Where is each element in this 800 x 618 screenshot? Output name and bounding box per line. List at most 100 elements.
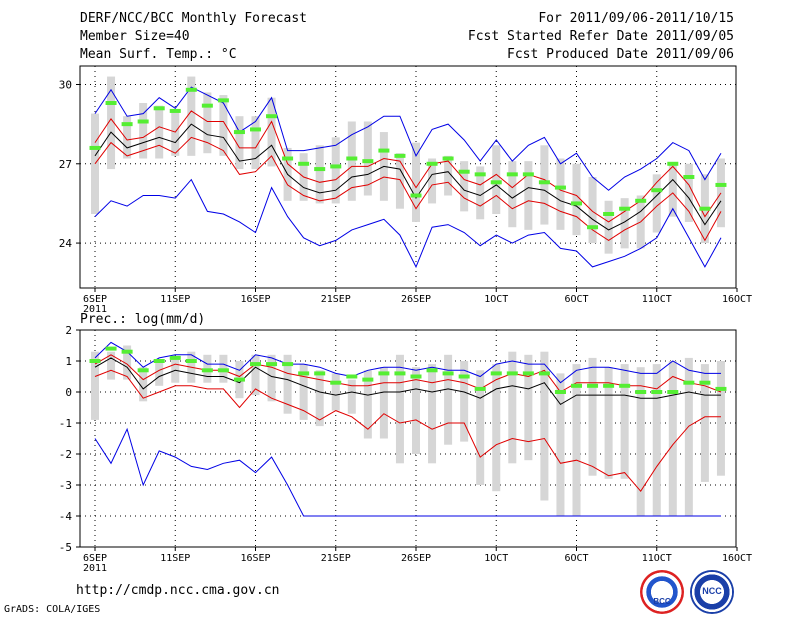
p1-spread-bar <box>492 364 501 492</box>
p0-hindcast-mark <box>522 172 534 177</box>
p0-hindcast-mark <box>619 206 631 211</box>
p0-hindcast-mark <box>474 172 486 177</box>
p1-spread-bar <box>107 351 116 380</box>
p1-spread-bar <box>588 357 597 476</box>
p0-hindcast-mark <box>362 159 374 164</box>
precip-panel-title: Prec.: log(mm/d) <box>80 312 205 327</box>
footer-url[interactable]: http://cmdp.ncc.cma.gov.cn <box>76 583 280 598</box>
p1-spread-bar <box>636 367 645 516</box>
p0-spread-bar <box>123 116 132 159</box>
p1-hindcast-mark <box>554 390 566 394</box>
p1-spread-bar <box>700 364 709 482</box>
p1-hindcast-mark <box>667 390 679 394</box>
p1-ytick-label: -3 <box>59 479 72 492</box>
p0-spread-bar <box>412 142 420 222</box>
p0-hindcast-mark <box>121 122 133 127</box>
p0-hindcast-mark <box>651 188 663 193</box>
p1-hindcast-mark <box>699 380 711 385</box>
p1-hindcast-mark <box>635 390 647 394</box>
p0-ytick-label: 27 <box>59 158 72 171</box>
p1-xtick-label: 6OCT <box>564 553 588 564</box>
p1-hindcast-mark <box>683 380 695 385</box>
p1-xtick-label: 11SEP <box>160 553 190 564</box>
p0-hindcast-mark <box>426 161 438 166</box>
p1-xtick-label: 11OCT <box>642 553 672 564</box>
p1-hindcast-mark <box>282 362 294 367</box>
p0-xtick-label: 16SEP <box>240 294 270 305</box>
p0-spread-bar <box>155 105 164 159</box>
p0-spread-bar <box>347 121 356 201</box>
p1-hindcast-mark <box>410 374 422 379</box>
p1-spread-bar <box>395 354 404 464</box>
p0-xtick-label: 6OCT <box>564 294 588 305</box>
p0-line-max <box>94 86 722 191</box>
p1-xtick-label: 26SEP <box>401 553 431 564</box>
p0-hindcast-mark <box>378 148 390 153</box>
bcc-logo-label: BCC <box>653 597 671 606</box>
p0-hindcast-mark <box>169 108 181 113</box>
p1-spread-bar <box>155 361 164 386</box>
p1-spread-bar <box>444 354 453 445</box>
p1-hindcast-mark <box>538 371 550 376</box>
p0-hindcast-mark <box>571 201 582 206</box>
p1-hindcast-mark <box>603 383 615 388</box>
p0-x-sublabel: 2011 <box>83 304 107 315</box>
p1-spread-bar <box>379 367 388 439</box>
p1-ytick-label: 1 <box>65 355 72 368</box>
p0-hindcast-mark <box>699 206 711 211</box>
p0-xtick-label: 1OCT <box>484 294 508 305</box>
p1-spread-bar <box>331 373 340 411</box>
p0-spread-bar <box>684 163 693 222</box>
p0-spread-bar <box>267 97 276 167</box>
p0-hindcast-mark <box>635 198 647 203</box>
p0-hindcast-mark <box>554 185 566 190</box>
p1-hindcast-mark <box>442 371 454 376</box>
p0-spread-bar <box>331 137 340 204</box>
p0-spread-bar <box>652 174 661 233</box>
p0-hindcast-mark <box>346 156 358 161</box>
p0-spread-bar <box>668 163 677 217</box>
p0-spread-bar <box>524 161 533 230</box>
p1-x-sublabel: 2011 <box>83 563 107 574</box>
p0-spread-bar <box>460 161 469 212</box>
p0-hindcast-mark <box>233 130 245 135</box>
p1-hindcast-mark <box>233 377 245 382</box>
header-start-date: Fcst Started Refer Date 2011/09/05 <box>467 29 734 44</box>
p1-spread-bar <box>460 361 469 442</box>
p0-spread-bar <box>203 92 212 154</box>
p1-hindcast-mark <box>201 368 213 373</box>
p0-hindcast-mark <box>201 103 213 108</box>
p1-hindcast-mark <box>346 374 358 379</box>
p0-spread-bar <box>171 110 180 156</box>
p0-hindcast-mark <box>587 225 599 230</box>
p0-hindcast-mark <box>282 156 294 161</box>
p0-line-mean <box>94 123 722 231</box>
p1-spread-bar <box>283 354 292 414</box>
p0-ytick-label: 24 <box>59 237 73 250</box>
p1-hindcast-mark <box>121 349 133 354</box>
p1-spread-bar <box>620 364 629 479</box>
p0-hindcast-mark <box>506 172 518 177</box>
p0-hindcast-mark <box>185 87 197 92</box>
p1-hindcast-mark <box>153 359 165 363</box>
p1-spread-bar <box>251 354 260 396</box>
p1-spread-bar <box>652 364 661 516</box>
p0-spread-bar <box>508 161 517 228</box>
p1-spread-bar <box>91 351 99 420</box>
p0-spread-bar <box>395 153 404 209</box>
p0-xtick-label: 16OCT <box>722 294 752 305</box>
p1-hindcast-mark <box>105 346 117 351</box>
p1-spread-bar <box>572 364 581 516</box>
p0-hindcast-mark <box>490 180 502 185</box>
p1-hindcast-mark <box>378 371 390 376</box>
p1-hindcast-mark <box>217 368 229 373</box>
p1-spread-bar <box>363 370 372 439</box>
p1-hindcast-mark <box>169 355 181 360</box>
p0-hindcast-mark <box>217 98 229 103</box>
p1-spread-bar <box>315 370 324 427</box>
p0-spread-bar <box>315 145 324 204</box>
p0-hindcast-mark <box>314 167 326 172</box>
header-period: For 2011/09/06-2011/10/15 <box>538 11 734 26</box>
p0-spread-bar <box>363 121 372 196</box>
